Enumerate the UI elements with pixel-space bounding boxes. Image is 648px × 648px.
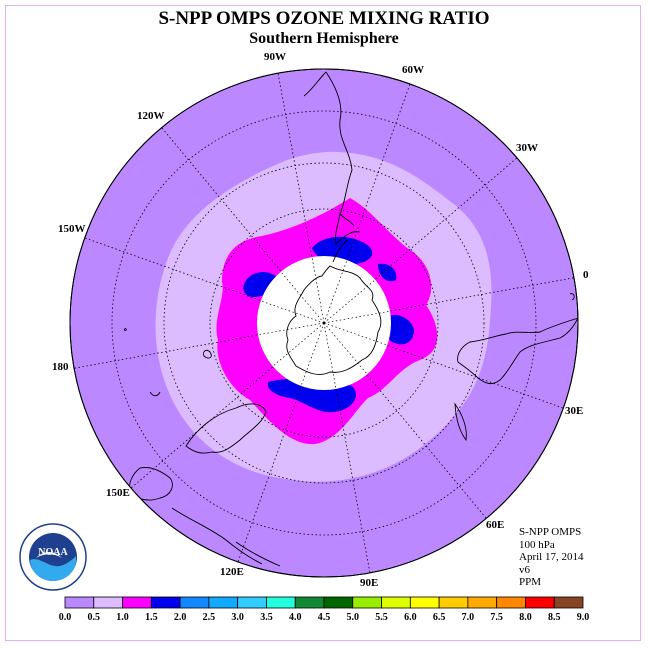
- colorbar-swatch: [496, 596, 526, 609]
- africa-coast: [457, 317, 578, 385]
- colorbar-tick-label: 7.0: [462, 612, 475, 623]
- colorbar-swatch: [409, 596, 440, 609]
- colorbar-tick-label: 4.0: [289, 612, 302, 623]
- colorbar-swatch: [122, 596, 152, 609]
- noaa-logo: NOAA: [18, 522, 88, 592]
- colorbar-swatch: [438, 596, 469, 609]
- colorbar: 0.0 0.5 1.0 1.5 2.0 2.5 3.0 3.5 4.0 4.5 5.0 5.5 6.0 6…: [59, 596, 590, 623]
- lon-label-150e: 150E: [106, 487, 130, 499]
- colorbar-swatch: [381, 596, 411, 609]
- info-version: v6: [519, 563, 530, 576]
- lon-label-0: 0: [583, 269, 589, 281]
- lon-label-90e: 90E: [360, 577, 378, 589]
- polar-meridians: [256, 256, 392, 390]
- colorbar-tick-label: 3.5: [260, 612, 273, 623]
- colorbar-swatch: [64, 596, 95, 609]
- map-title: S-NPP OMPS OZONE MIXING RATIO: [158, 8, 490, 29]
- info-level: 100 hPa: [519, 538, 555, 551]
- lon-label-150w: 150W: [58, 223, 86, 235]
- coastlines: [123, 71, 578, 567]
- australia-coast: [129, 403, 267, 501]
- map-boundary: [69, 68, 579, 578]
- colorbar-tick-label: 4.5: [318, 612, 331, 623]
- colorbar-swatch: [467, 596, 498, 609]
- info-date: April 17, 2014: [519, 551, 584, 563]
- lon-label-120e: 120E: [220, 566, 244, 578]
- colorbar-tick-label: 1.0: [116, 612, 129, 623]
- lon-label-90w: 90W: [264, 51, 286, 63]
- colorbar-swatch: [323, 596, 354, 609]
- lon-label-60w: 60W: [402, 64, 424, 76]
- colorbar-swatch: [237, 596, 267, 609]
- figure-frame: [5, 5, 641, 641]
- lon-label-120w: 120W: [137, 110, 165, 122]
- south-america-coast: [303, 71, 361, 245]
- colorbar-tick-label: 5.5: [375, 612, 388, 623]
- colorbar-tick-label: 8.0: [519, 612, 532, 623]
- colorbar-swatch: [150, 596, 181, 609]
- colorbar-swatch: [179, 596, 210, 609]
- colorbar-tick-label: 3.0: [231, 612, 244, 623]
- colorbar-swatch: [352, 596, 382, 609]
- meridians: [70, 72, 578, 574]
- colorbar-swatch: [266, 596, 296, 609]
- colorbar-tick-label: 2.0: [174, 612, 187, 623]
- colorbar-swatch: [553, 596, 584, 609]
- colorbar-tick-label: 6.0: [404, 612, 417, 623]
- colorbar-swatch: [208, 596, 239, 609]
- lon-label-30w: 30W: [516, 142, 538, 154]
- colorbar-tick-label: 1.5: [145, 612, 158, 623]
- lon-label-30e: 30E: [565, 405, 583, 417]
- colorbar-swatch: [294, 596, 325, 609]
- colorbar-tick-label: 7.5: [490, 612, 503, 623]
- info-instrument: S-NPP OMPS: [519, 526, 582, 538]
- logo-text: NOAA: [38, 547, 68, 558]
- colorbar-swatch: [525, 596, 555, 609]
- colorbar-tick-label: 6.5: [433, 612, 446, 623]
- antarctica-coast: [286, 265, 382, 375]
- contour-1-5-lobe: [385, 314, 414, 345]
- colorbar-tick-label: 0.5: [88, 612, 101, 623]
- colorbar-tick-label: 2.5: [203, 612, 216, 623]
- colorbar-tick-label: 9.0: [577, 612, 590, 623]
- colorbar-swatch: [93, 596, 123, 609]
- lon-label-60e: 60E: [486, 519, 504, 531]
- contour-1-5-lobe: [378, 263, 397, 282]
- colorbar-tick-label: 5.0: [347, 612, 360, 623]
- longitude-labels: 90W 60W 30W 0 30E 60E 90E 120E 150E 180 …: [52, 51, 589, 589]
- map-subtitle: Southern Hemisphere: [249, 30, 399, 47]
- info-block: S-NPP OMPS 100 hPa April 17, 2014 v6 PPM: [519, 526, 583, 589]
- colorbar-tick-label: 8.5: [548, 612, 561, 623]
- south-pole-marker: [322, 321, 326, 325]
- lon-label-180: 180: [52, 361, 69, 373]
- colorbar-tick-label: 0.0: [59, 612, 72, 623]
- info-units: PPM: [519, 576, 542, 588]
